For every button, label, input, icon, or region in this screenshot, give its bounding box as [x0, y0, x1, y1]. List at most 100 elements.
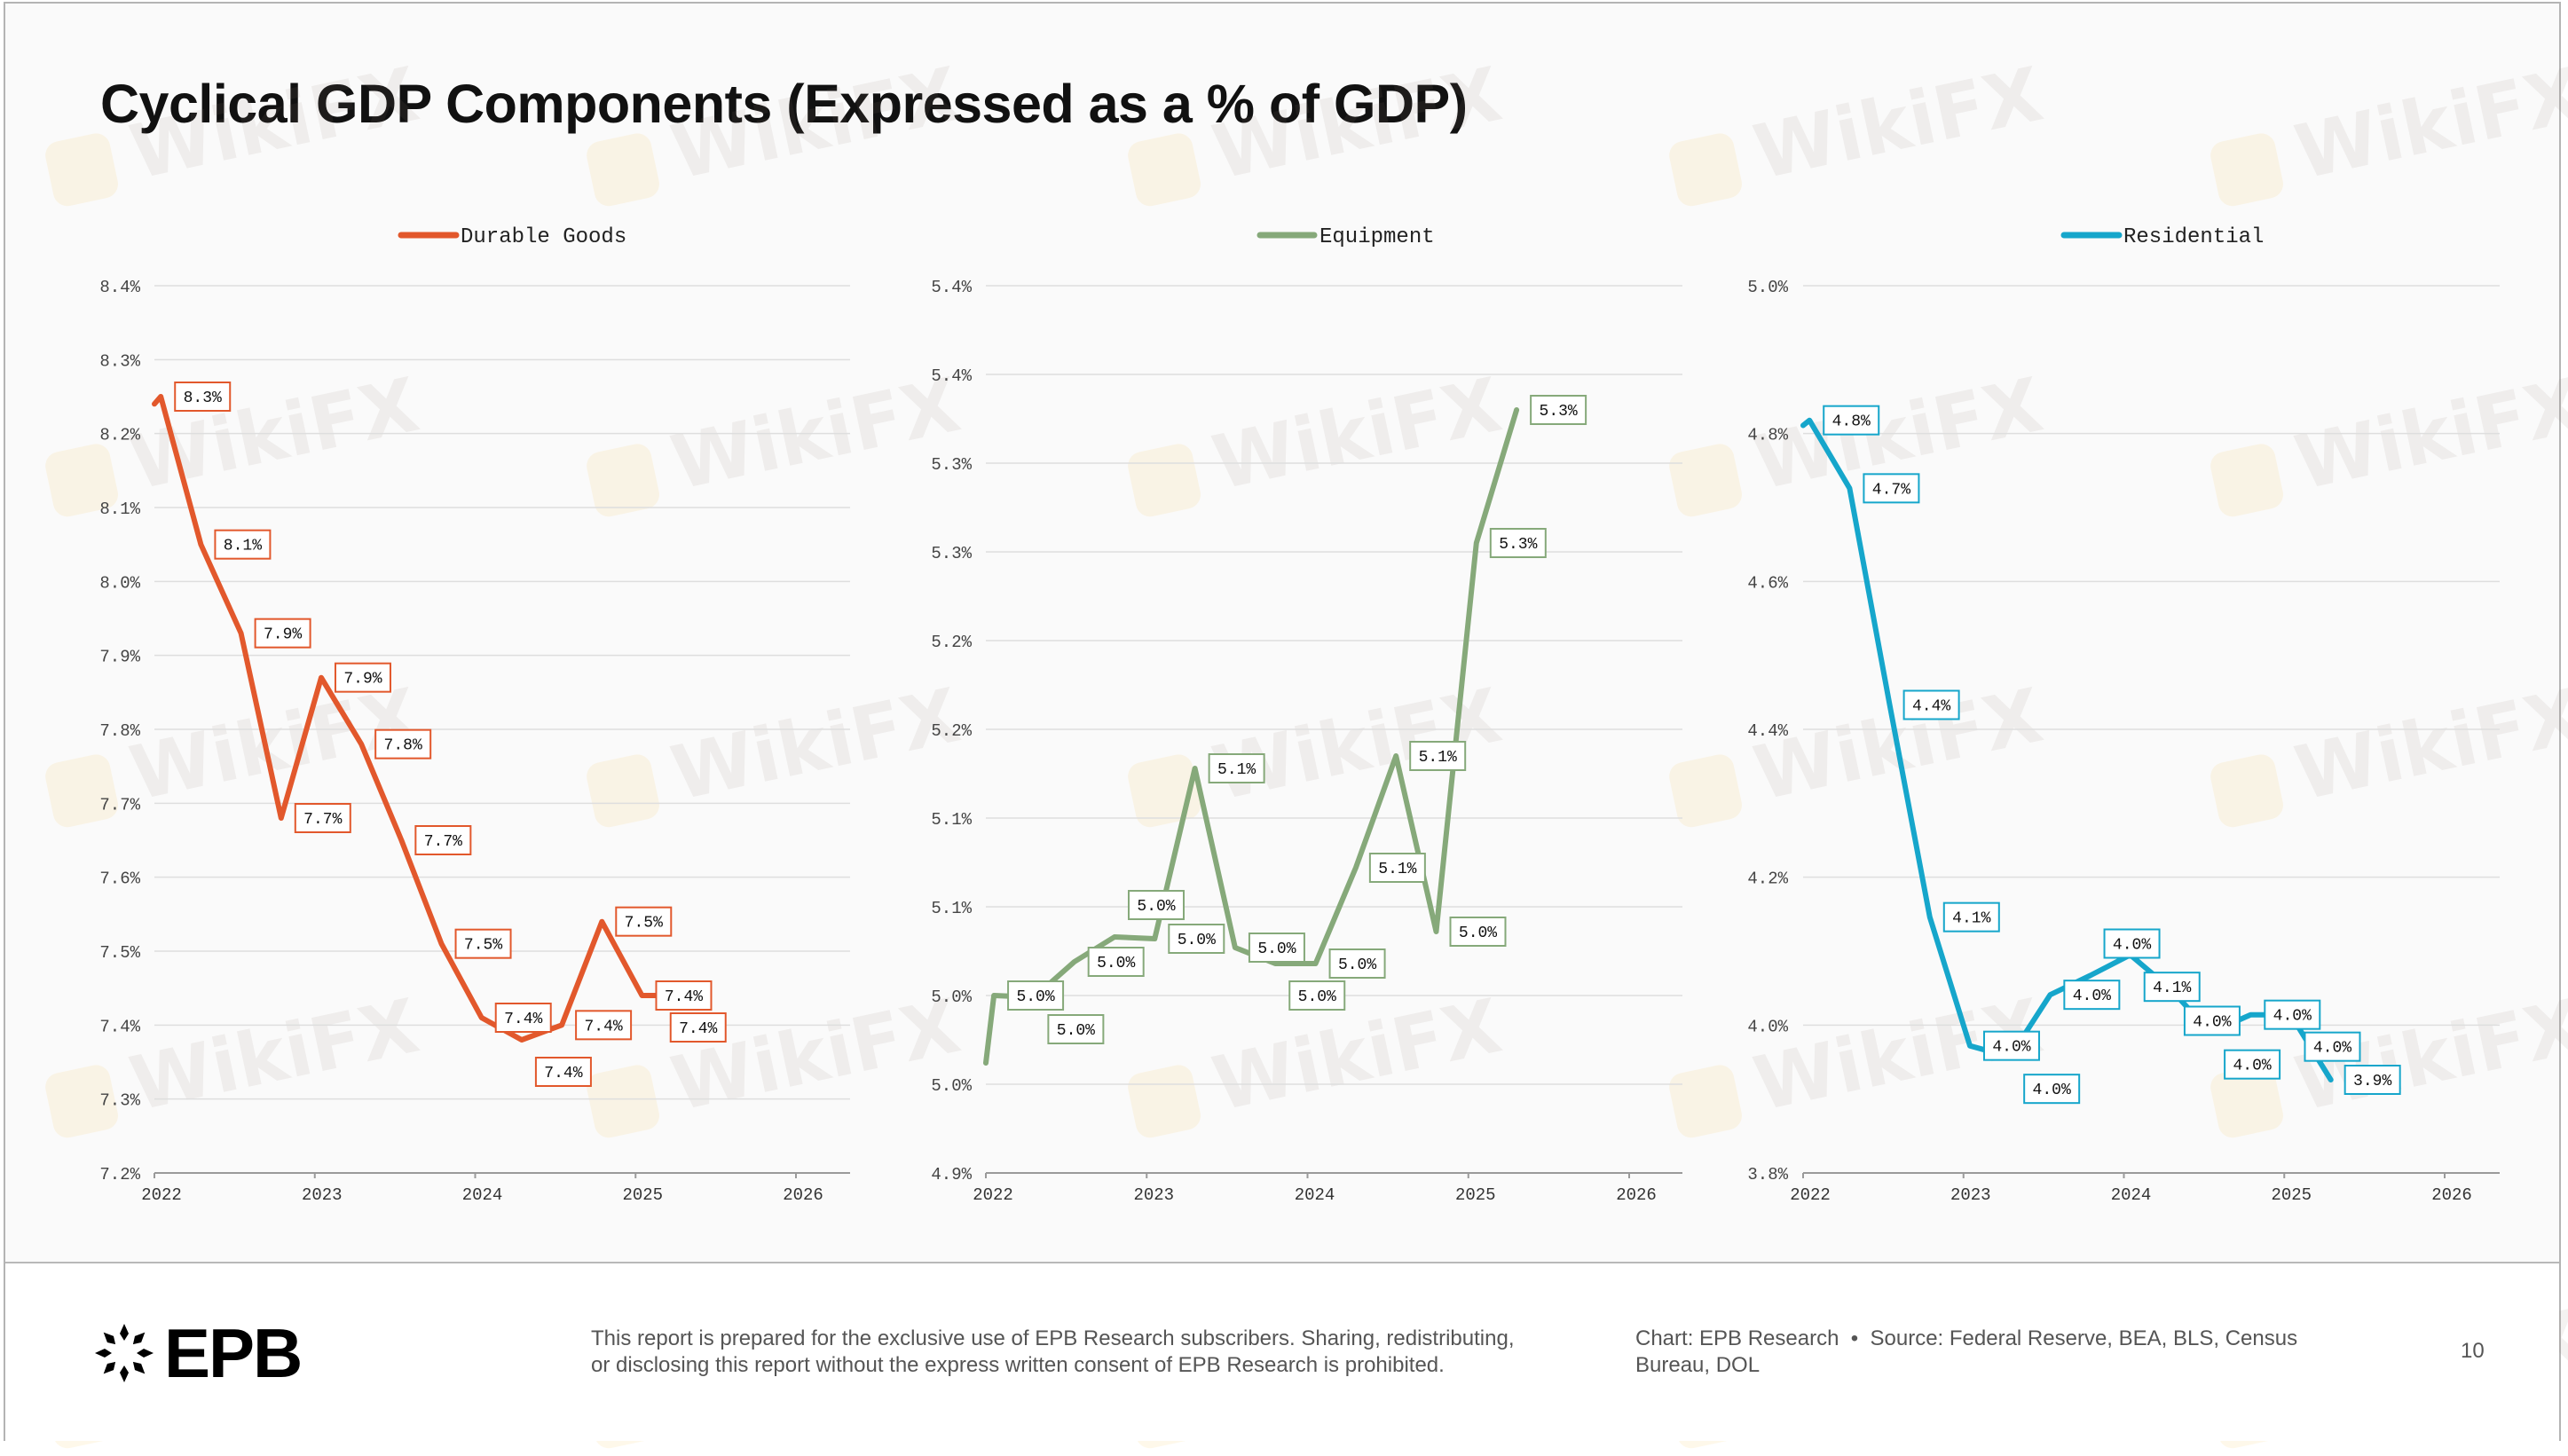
y-tick-label: 5.3%	[931, 455, 972, 475]
data-label-box	[1087, 947, 1145, 977]
data-label: 5.1%	[1419, 749, 1457, 767]
data-label: 7.4%	[504, 1011, 542, 1028]
data-label-box	[2143, 972, 2201, 1003]
data-label-box	[1288, 980, 1346, 1011]
y-tick-label: 5.2%	[931, 633, 972, 652]
data-label: 4.0%	[2113, 937, 2151, 955]
data-label-box	[1128, 890, 1185, 920]
data-label-box	[1982, 1030, 2040, 1061]
data-label-box	[2224, 1049, 2281, 1080]
x-tick-label: 2022	[141, 1185, 182, 1205]
data-label: 7.4%	[544, 1065, 582, 1082]
data-label-box	[2183, 1005, 2241, 1036]
data-label: 5.3%	[1499, 536, 1537, 554]
data-label-box	[1942, 901, 2000, 933]
y-tick-label: 4.8%	[1747, 426, 1788, 445]
disclaimer-line-2: or disclosing this report without the ex…	[591, 1353, 1445, 1377]
series-line	[152, 394, 659, 1043]
y-tick-label: 5.3%	[931, 544, 972, 563]
y-tick-label: 5.2%	[931, 721, 972, 741]
data-label: 7.4%	[679, 1020, 717, 1038]
x-tick-label: 2026	[1616, 1185, 1657, 1205]
data-label: 4.0%	[2273, 1008, 2312, 1026]
disclaimer-text: This report is prepared for the exclusiv…	[591, 1326, 1585, 1379]
y-tick-label: 7.6%	[99, 870, 140, 889]
y-tick-label: 7.4%	[99, 1017, 140, 1036]
y-tick-label: 5.4%	[931, 366, 972, 386]
data-label-box	[1208, 753, 1265, 783]
data-label-box	[1449, 917, 1507, 947]
x-tick-label: 2025	[1455, 1185, 1496, 1205]
y-tick-label: 5.0%	[931, 988, 972, 1007]
data-label-box	[2063, 980, 2121, 1011]
y-tick-label: 8.1%	[99, 500, 140, 519]
y-tick-label: 4.0%	[1747, 1017, 1788, 1036]
y-tick-label: 8.4%	[99, 278, 140, 297]
data-label-box	[655, 980, 713, 1011]
x-tick-label: 2024	[462, 1185, 503, 1205]
data-label-box	[2023, 1074, 2081, 1105]
x-tick-label: 2026	[2431, 1185, 2472, 1205]
legend-label: Residential	[2123, 225, 2264, 249]
y-tick-label: 4.2%	[1747, 870, 1788, 889]
x-tick-label: 2023	[302, 1185, 343, 1205]
data-label-box	[1530, 395, 1587, 425]
data-label-box	[1047, 1014, 1105, 1044]
data-label: 4.8%	[1832, 413, 1871, 431]
data-label: 4.7%	[1872, 481, 1910, 499]
data-label: 4.0%	[2033, 1082, 2071, 1099]
data-label: 5.0%	[1178, 932, 1216, 949]
data-label-box	[414, 825, 472, 855]
y-tick-label: 8.2%	[99, 426, 140, 445]
y-tick-label: 8.0%	[99, 573, 140, 593]
data-label: 4.4%	[1912, 698, 1950, 716]
y-tick-label: 7.8%	[99, 721, 140, 741]
y-tick-label: 7.9%	[99, 648, 140, 667]
data-label: 7.5%	[625, 915, 663, 933]
y-tick-label: 4.4%	[1747, 721, 1788, 741]
data-label-box	[2343, 1065, 2401, 1095]
legend-label: Durable Goods	[461, 225, 626, 249]
data-label: 5.3%	[1540, 403, 1578, 421]
data-label: 4.0%	[1992, 1039, 2030, 1057]
data-label: 4.0%	[2193, 1014, 2231, 1032]
y-tick-label: 7.3%	[99, 1091, 140, 1111]
data-label: 7.7%	[303, 811, 342, 829]
data-label: 5.0%	[1057, 1022, 1095, 1040]
data-label: 5.0%	[1257, 940, 1296, 958]
disclaimer-line-1: This report is prepared for the exclusiv…	[591, 1326, 1515, 1350]
data-label-box	[214, 529, 272, 560]
data-label-box	[254, 618, 311, 649]
charts-area: 7.2% 7.3% 7.4% 7.5% 7.6% 7.7% 7.8% 7.9% 8.0% 8.1%…	[99, 225, 2500, 1205]
x-tick-label: 2026	[783, 1185, 823, 1205]
data-label-box	[2103, 928, 2161, 959]
data-label: 5.0%	[1298, 988, 1336, 1006]
x-tick-label: 2025	[622, 1185, 663, 1205]
data-label: 5.0%	[1137, 898, 1175, 916]
source-text: Chart: EPB Research • Source: Federal Re…	[1635, 1326, 2345, 1379]
data-label-box	[1328, 948, 1386, 979]
data-label: 7.9%	[264, 626, 302, 644]
y-tick-label: 5.0%	[1747, 278, 1788, 297]
data-label: 7.9%	[343, 671, 382, 689]
data-label: 8.1%	[224, 538, 262, 555]
data-label: 4.0%	[2233, 1058, 2271, 1075]
data-label: 7.7%	[424, 833, 462, 851]
data-label: 5.0%	[1097, 955, 1135, 972]
page-title: Cyclical GDP Components (Expressed as a …	[100, 74, 1468, 134]
source-line-2: Bureau, DOL	[1635, 1353, 1761, 1377]
x-tick-label: 2023	[1950, 1185, 1991, 1205]
epb-logo: EPB	[93, 1318, 303, 1388]
data-label-box	[1863, 473, 1920, 504]
y-tick-label: 7.5%	[99, 943, 140, 963]
source-line-1: Chart: EPB Research • Source: Federal Re…	[1635, 1326, 2298, 1350]
data-label: 4.0%	[2313, 1040, 2351, 1058]
y-tick-label: 3.8%	[1747, 1165, 1788, 1184]
y-tick-label: 4.6%	[1747, 573, 1788, 593]
data-label: 5.0%	[1338, 956, 1376, 974]
data-label-box	[1823, 405, 1880, 436]
footer	[5, 1262, 2559, 1441]
data-label: 4.1%	[1952, 910, 1990, 928]
data-label-box	[575, 1010, 633, 1041]
data-label: 3.9%	[2353, 1073, 2391, 1090]
